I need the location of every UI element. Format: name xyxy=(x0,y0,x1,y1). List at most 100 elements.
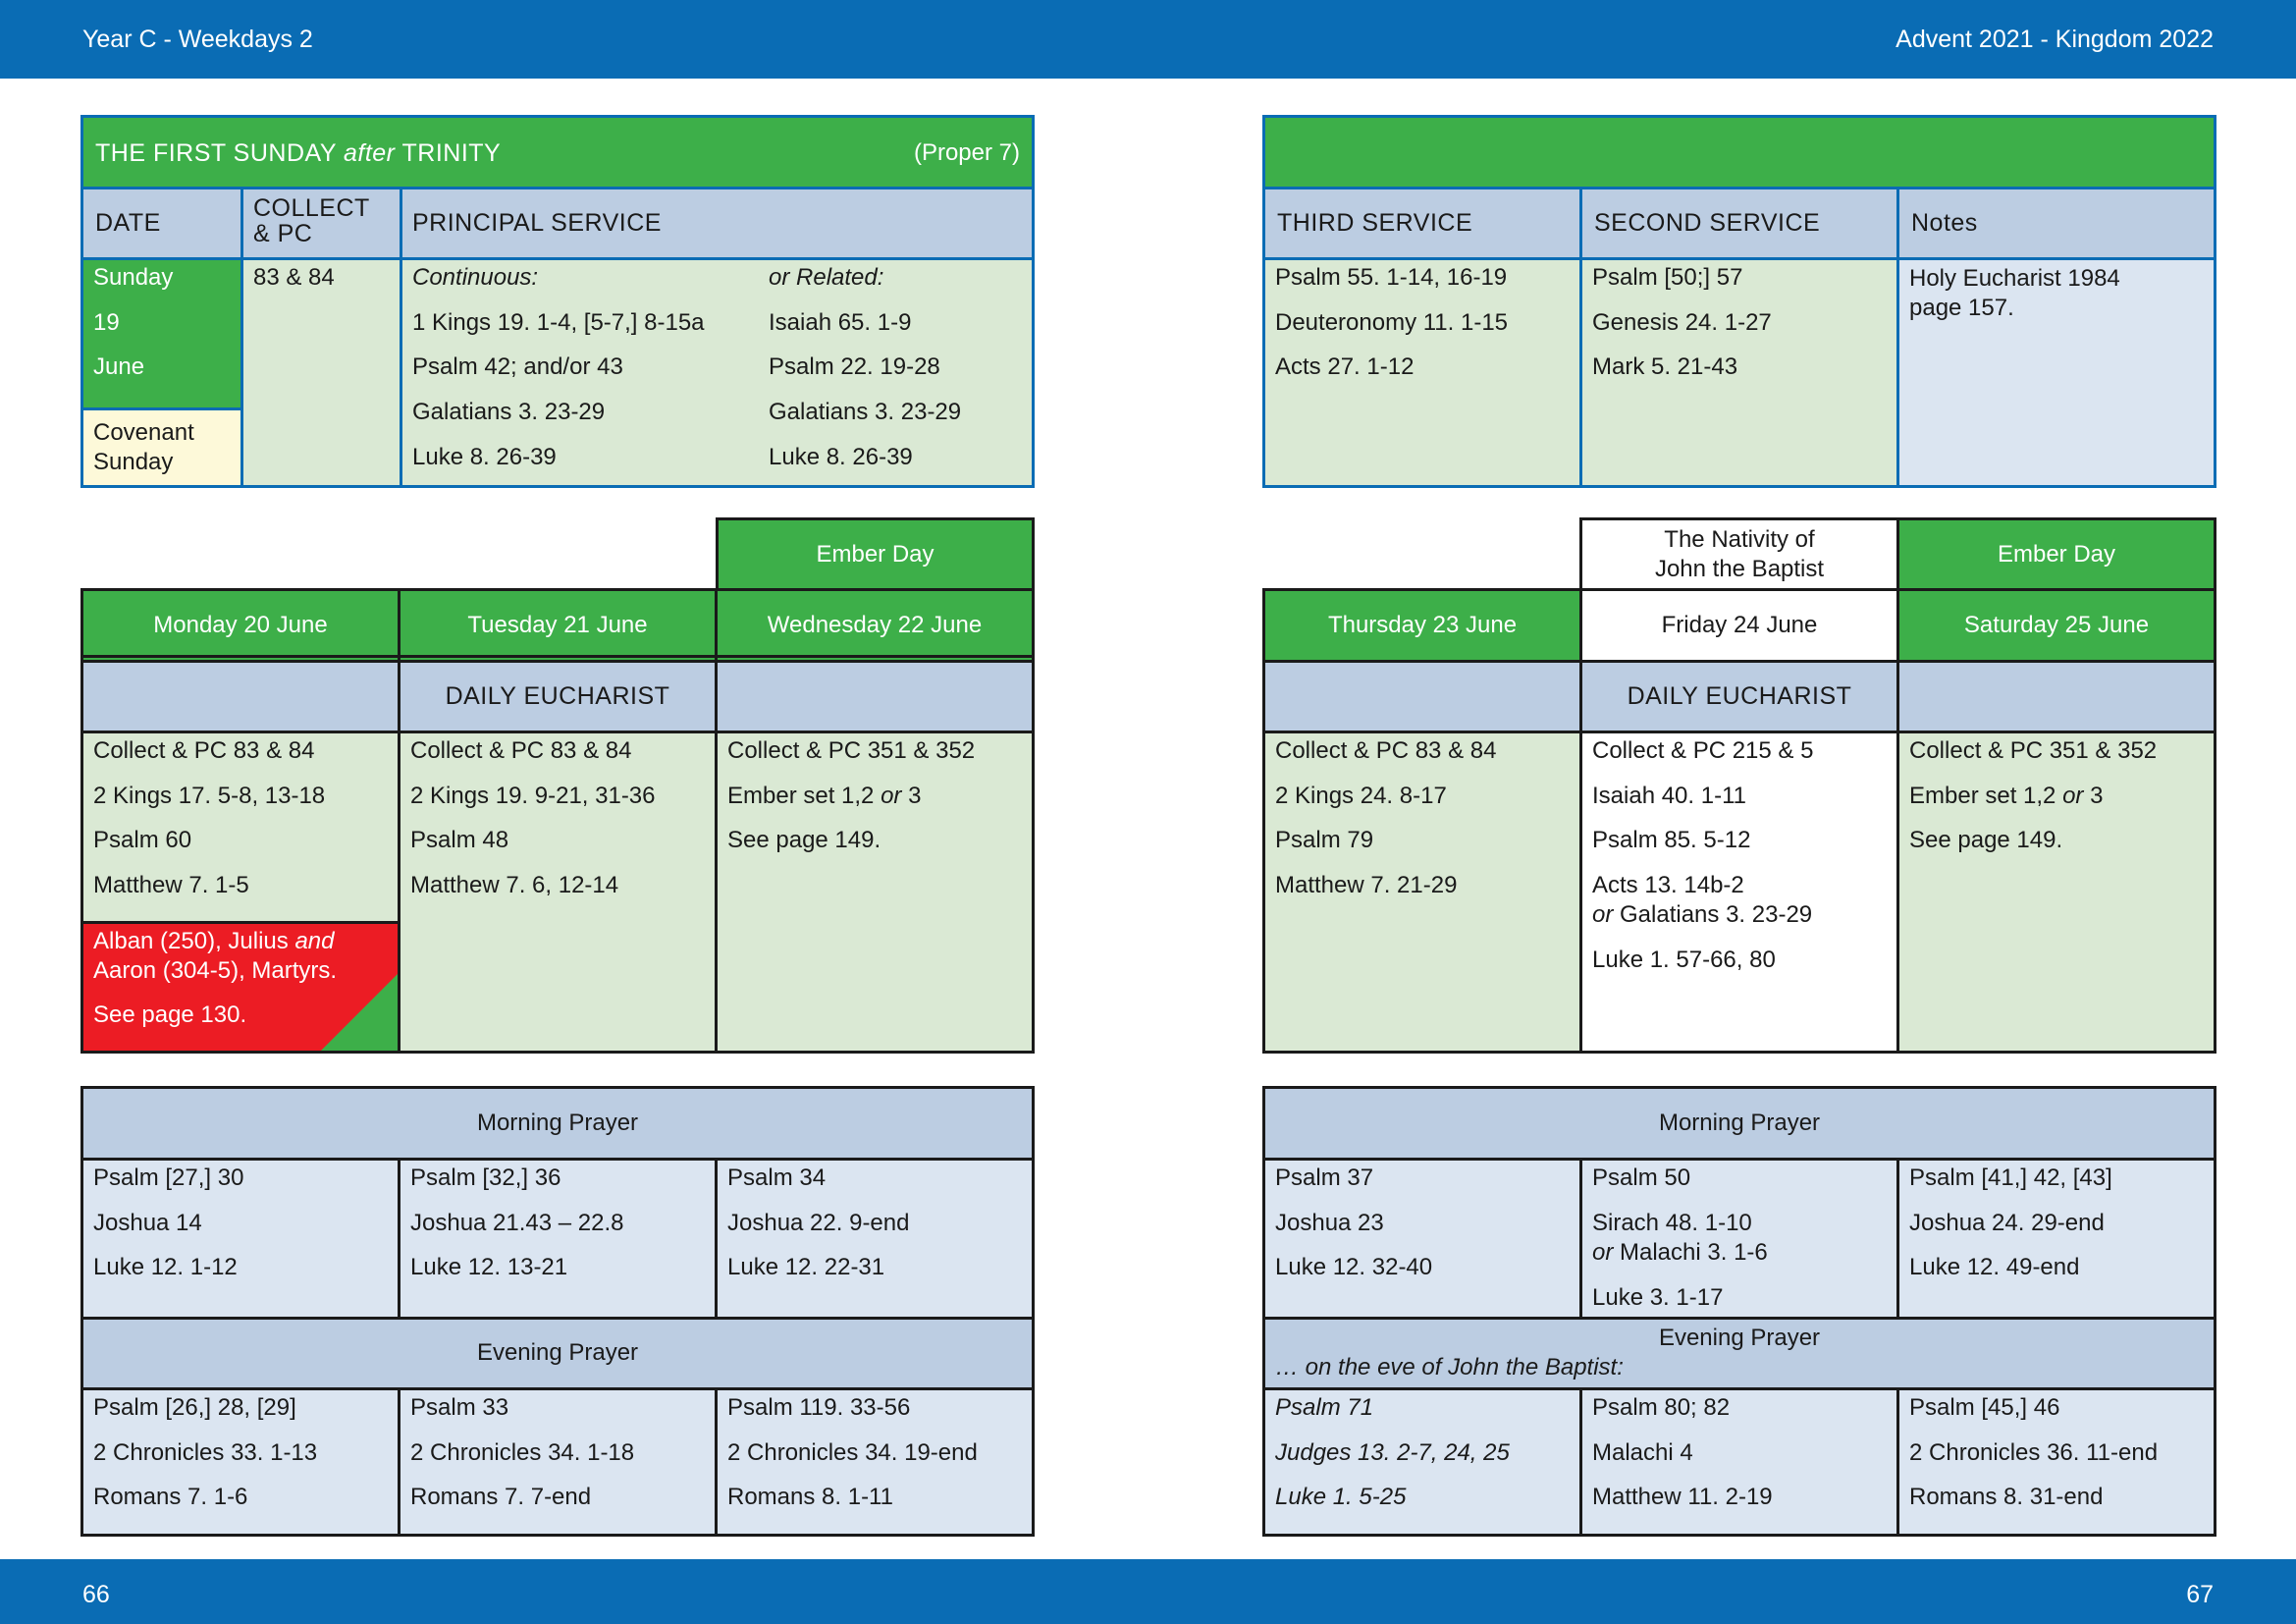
second-reading: Psalm [50;] 57 xyxy=(1592,264,1743,291)
reading: Malachi 4 xyxy=(1592,1439,1693,1466)
reading: Psalm 79 xyxy=(1275,827,1374,853)
second-reading: Genesis 24. 1-27 xyxy=(1592,309,1772,336)
reading: 2 Chronicles 36. 11-end xyxy=(1909,1439,2159,1466)
saturday-eucharist-cell: Collect & PC 351 & 352 Ember set 1,2 or … xyxy=(1899,733,2214,1051)
reading: Ember set 1,2 or 3 xyxy=(727,783,922,809)
reading: Psalm [32,] 36 xyxy=(410,1164,561,1191)
thursday-eucharist-cell: Collect & PC 83 & 84 2 Kings 24. 8-17 Ps… xyxy=(1265,733,1579,1051)
section-title: Morning Prayer xyxy=(1658,1110,1821,1136)
page-number-right: 67 xyxy=(2186,1581,2214,1608)
reading: Psalm 48 xyxy=(410,827,509,853)
left-eucharist-table: Monday 20 June Tuesday 21 June Wednesday… xyxy=(80,588,1035,1054)
ember-day-label: Ember Day xyxy=(1997,541,2116,568)
reading: Collect & PC 215 & 5 xyxy=(1592,737,1814,764)
section-title: Morning Prayer xyxy=(476,1110,639,1136)
nativity-banner: The Nativity of John the Baptist xyxy=(1579,517,1899,588)
day-label: Saturday 25 June xyxy=(1963,612,2150,638)
third-reading: Deuteronomy 11. 1-15 xyxy=(1275,309,1509,336)
date-number: 19 xyxy=(93,309,120,336)
left-office-table: Morning Prayer Psalm [27,] 30 Joshua 14 … xyxy=(80,1086,1035,1537)
reading: Romans 7. 1-6 xyxy=(93,1484,248,1510)
saturday-ep-cell: Psalm [45,] 46 2 Chronicles 36. 11-end R… xyxy=(1899,1390,2214,1534)
day-header-thursday: Thursday 23 June xyxy=(1265,591,1579,660)
eve-of-john-note: … on the eve of John the Baptist: xyxy=(1275,1354,1624,1380)
friday-ep-cell: Psalm 80; 82 Malachi 4 Matthew 11. 2-19 xyxy=(1582,1390,1896,1534)
date-month: June xyxy=(93,353,145,380)
reading: Collect & PC 83 & 84 xyxy=(93,737,315,764)
third-service-cell: Psalm 55. 1-14, 16-19 Deuteronomy 11. 1-… xyxy=(1265,260,1579,485)
day-label: Friday 24 June xyxy=(1661,612,1818,638)
reading: Psalm 119. 33-56 xyxy=(727,1394,911,1421)
reading: Matthew 11. 2-19 xyxy=(1592,1484,1773,1510)
col-collect: COLLECT & PC xyxy=(253,194,370,247)
tuesday-mp-cell: Psalm [32,] 36 Joshua 21.43 – 22.8 Luke … xyxy=(400,1161,715,1317)
header-left-title: Year C - Weekdays 2 xyxy=(82,26,313,53)
reading: Psalm 37 xyxy=(1275,1164,1374,1191)
reading: Matthew 7. 1-5 xyxy=(93,872,249,898)
principal-service-cell: Continuous: 1 Kings 19. 1-4, [5-7,] 8-15… xyxy=(402,260,1032,485)
ember-day-banner-left: Ember Day xyxy=(716,517,1035,588)
tuesday-eucharist-cell: Collect & PC 83 & 84 2 Kings 19. 9-21, 3… xyxy=(400,733,715,1051)
reading: Psalm [26,] 28, [29] xyxy=(93,1394,296,1421)
right-eucharist-table: Thursday 23 June Friday 24 June Saturday… xyxy=(1262,588,2216,1054)
sunday-title-row: THE FIRST SUNDAY after TRINITY (Proper 7… xyxy=(83,118,1032,187)
reading: Luke 12. 32-40 xyxy=(1275,1254,1433,1280)
wednesday-ep-cell: Psalm 119. 33-56 2 Chronicles 34. 19-end… xyxy=(718,1390,1032,1534)
day-label: Tuesday 21 June xyxy=(467,612,648,638)
covenant-sunday-cell: Covenant Sunday xyxy=(83,410,240,485)
reading: See page 149. xyxy=(727,827,881,853)
reading: Luke 12. 49-end xyxy=(1909,1254,2080,1280)
reading: Psalm 50 xyxy=(1592,1164,1691,1191)
friday-eucharist-cell: Collect & PC 215 & 5 Isaiah 40. 1-11 Psa… xyxy=(1582,733,1896,1051)
notes-text: Holy Eucharist 1984 page 157. xyxy=(1909,265,2120,321)
continuous-reading: 1 Kings 19. 1-4, [5-7,] 8-15a xyxy=(412,309,705,336)
col-principal-service: PRINCIPAL SERVICE xyxy=(412,209,662,237)
reading: Psalm 60 xyxy=(93,827,192,853)
reading: Luke 12. 22-31 xyxy=(727,1254,885,1280)
reading: Joshua 23 xyxy=(1275,1210,1384,1236)
sunday-other-services-table: THIRD SERVICE SECOND SERVICE Notes Psalm… xyxy=(1262,115,2216,488)
reading: Psalm [41,] 42, [43] xyxy=(1909,1164,2112,1191)
alban-commemoration-cell: Alban (250), Julius and Aaron (304-5), Ma… xyxy=(83,924,398,1051)
morning-prayer-header: Morning Prayer xyxy=(1265,1089,2214,1158)
reading: Joshua 14 xyxy=(93,1210,202,1236)
alban-text: Alban (250), Julius and Aaron (304-5), Ma… xyxy=(93,928,338,984)
reading: Luke 12. 13-21 xyxy=(410,1254,568,1280)
collect-cell: 83 & 84 xyxy=(243,260,400,485)
reading: 2 Chronicles 34. 19-end xyxy=(727,1439,978,1466)
related-reading: Luke 8. 26-39 xyxy=(769,444,913,470)
alban-see-page: See page 130. xyxy=(93,1001,247,1028)
reading: Sirach 48. 1-10 xyxy=(1592,1210,1752,1236)
thursday-mp-cell: Psalm 37 Joshua 23 Luke 12. 32-40 xyxy=(1265,1161,1579,1317)
monday-eucharist-cell: Collect & PC 83 & 84 2 Kings 17. 5-8, 13… xyxy=(83,733,398,921)
day-label: Monday 20 June xyxy=(153,612,328,638)
reading: 2 Kings 17. 5-8, 13-18 xyxy=(93,783,326,809)
reading: or Malachi 3. 1-6 xyxy=(1592,1239,1768,1266)
right-title-row xyxy=(1265,118,2214,187)
reading: See page 149. xyxy=(1909,827,2063,853)
reading: Collect & PC 83 & 84 xyxy=(410,737,632,764)
sunday-principal-table: THE FIRST SUNDAY after TRINITY (Proper 7… xyxy=(80,115,1035,488)
reading: Romans 8. 1-11 xyxy=(727,1484,893,1510)
reading: Psalm [45,] 46 xyxy=(1909,1394,2060,1421)
reading: Psalm 33 xyxy=(410,1394,509,1421)
section-title: DAILY EUCHARIST xyxy=(1627,682,1852,710)
right-office-table: Morning Prayer Psalm 37 Joshua 23 Luke 1… xyxy=(1262,1086,2216,1537)
reading: 2 Chronicles 33. 1-13 xyxy=(93,1439,318,1466)
green-corner-marker xyxy=(321,974,398,1051)
related-reading: Galatians 3. 23-29 xyxy=(769,399,962,425)
reading: 2 Chronicles 34. 1-18 xyxy=(410,1439,635,1466)
day-label: Thursday 23 June xyxy=(1327,612,1518,638)
monday-ep-cell: Psalm [26,] 28, [29] 2 Chronicles 33. 1-… xyxy=(83,1390,398,1534)
day-header-wednesday: Wednesday 22 June xyxy=(718,591,1032,660)
ember-day-banner-right: Ember Day xyxy=(1896,517,2216,588)
thursday-ep-cell: Psalm 71 Judges 13. 2-7, 24, 25 Luke 1. … xyxy=(1265,1390,1579,1534)
reading: Luke 3. 1-17 xyxy=(1592,1284,1724,1311)
right-column-header-row: THIRD SERVICE SECOND SERVICE Notes xyxy=(1265,189,2214,257)
date-day: Sunday xyxy=(93,264,174,291)
evening-prayer-header: Evening Prayer xyxy=(83,1320,1032,1387)
reading: Psalm 71 xyxy=(1275,1394,1374,1421)
section-title: Evening Prayer xyxy=(1658,1325,1821,1351)
day-header-tuesday: Tuesday 21 June xyxy=(400,591,715,660)
reading: Joshua 22. 9-end xyxy=(727,1210,910,1236)
